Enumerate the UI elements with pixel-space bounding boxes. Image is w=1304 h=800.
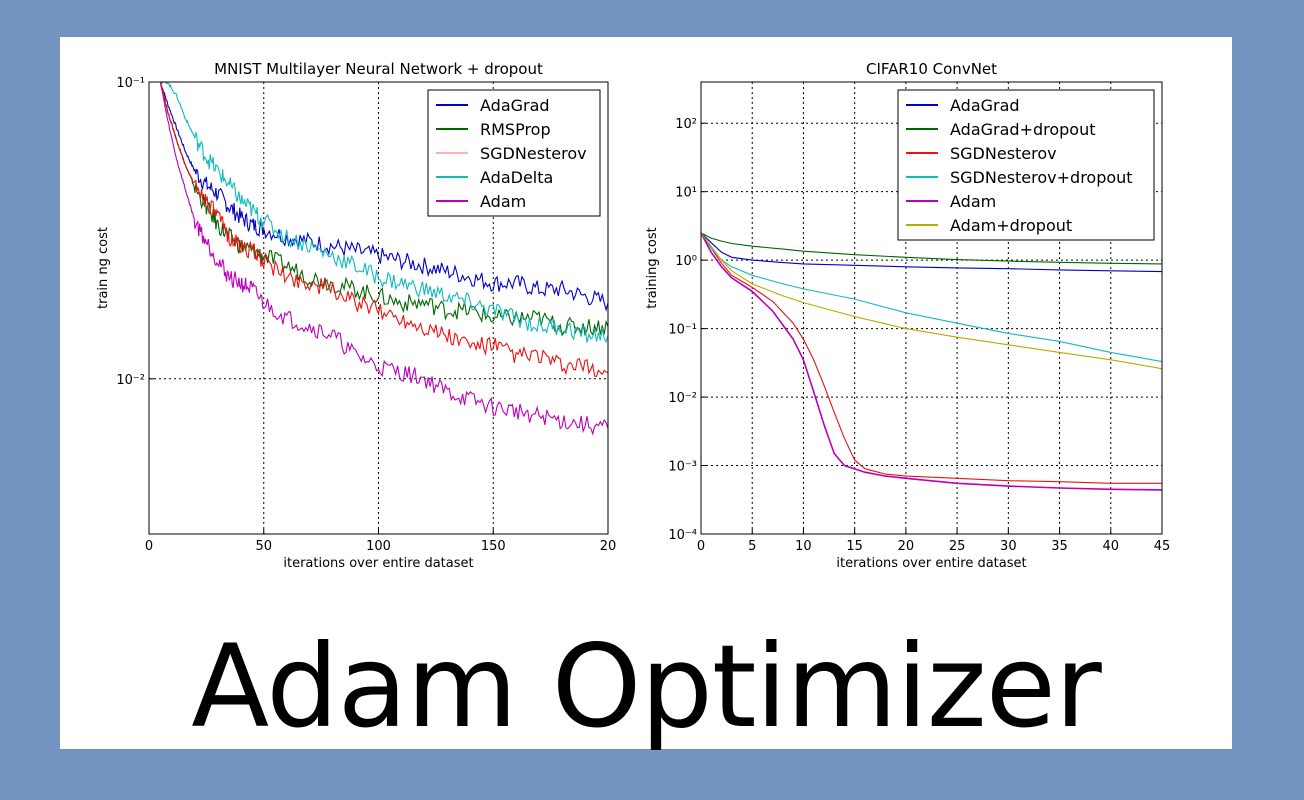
chart-title: MNIST Multilayer Neural Network + dropou… — [214, 60, 543, 78]
legend-label: Adam+dropout — [950, 216, 1072, 235]
legend-label: AdaGrad+dropout — [950, 120, 1096, 139]
y-tick-label: 10¹ — [675, 186, 697, 201]
x-axis-label: iterations over entire dataset — [836, 556, 1026, 571]
legend-label: SGDNesterov — [480, 144, 587, 163]
series-line — [160, 82, 608, 344]
legend-box — [897, 89, 1155, 241]
x-tick-label: 10 — [795, 539, 812, 554]
x-tick-label: 150 — [481, 539, 506, 554]
series-line — [159, 82, 608, 436]
series-line — [701, 232, 1162, 363]
x-tick-label: 35 — [1051, 539, 1068, 554]
legend-label: SGDNesterov — [950, 144, 1057, 163]
y-axis-label: train ng cost — [96, 227, 111, 309]
legend-label: RMSProp — [480, 120, 551, 139]
y-tick-label: 10⁻¹ — [668, 323, 697, 338]
y-tick-label: 10⁻⁴ — [668, 528, 697, 543]
x-tick-label: 45 — [1154, 539, 1171, 554]
plot-frame — [700, 81, 1163, 535]
y-tick-label: 10² — [675, 117, 697, 132]
y-tick-label: 10⁻³ — [668, 460, 697, 475]
x-axis-label: iterations over entire dataset — [283, 556, 473, 571]
series-line — [701, 232, 1162, 484]
y-tick-label: 10⁻² — [668, 391, 697, 406]
x-tick-label: 30 — [1000, 539, 1017, 554]
legend-label: Adam — [480, 192, 526, 211]
x-tick-label: 0 — [145, 539, 153, 554]
y-tick-label: 10⁻² — [116, 373, 145, 388]
legend: AdaGrad AdaGrad+dropout SGDNesterov SGDNest… — [897, 89, 1155, 241]
y-tick-label: 10⁻¹ — [116, 76, 145, 91]
series-group — [701, 232, 1162, 491]
x-tick-label: 20 — [600, 539, 617, 554]
legend-label: AdaDelta — [480, 168, 553, 187]
content-panel: 0 50 100 150 20 10⁻¹ 10⁻² MNIST Multilayer Neur… — [60, 37, 1232, 753]
legend-label: SGDNesterov+dropout — [950, 168, 1133, 187]
x-tick-label: 25 — [949, 539, 966, 554]
y-axis-label: training cost — [645, 227, 660, 308]
series-line — [159, 82, 608, 312]
x-tick-label: 50 — [255, 539, 272, 554]
x-tick-label: 40 — [1103, 539, 1120, 554]
series-line — [701, 232, 1162, 273]
x-tick-label: 20 — [898, 539, 915, 554]
chart-2: 0 5 10 15 20 25 30 35 40 45 10² 10¹ 10⁰ 10⁻¹ 10⁻² 10⁻³ 1… — [645, 60, 1170, 571]
x-tick-label: 100 — [366, 539, 391, 554]
x-tick-label: 5 — [748, 539, 756, 554]
series-line — [701, 232, 1162, 370]
legend: AdaGrad RMSProp SGDNesterov AdaDelta Adam — [427, 89, 601, 217]
chart-1: 0 50 100 150 20 10⁻¹ 10⁻² MNIST Multilayer Neur… — [96, 60, 616, 571]
series-line — [160, 82, 608, 378]
legend-label: AdaGrad — [950, 96, 1020, 115]
x-tick-label: 0 — [697, 539, 705, 554]
headline: Adam Optimizer — [191, 620, 1102, 753]
series-line — [701, 232, 1162, 265]
y-tick-label: 10⁰ — [675, 254, 697, 269]
series-line — [701, 232, 1162, 491]
legend-label: AdaGrad — [480, 96, 550, 115]
chart-title: CIFAR10 ConvNet — [866, 60, 997, 78]
legend-label: Adam — [950, 192, 996, 211]
plot-frame — [148, 81, 609, 535]
series-group — [159, 82, 608, 436]
x-tick-label: 15 — [846, 539, 863, 554]
